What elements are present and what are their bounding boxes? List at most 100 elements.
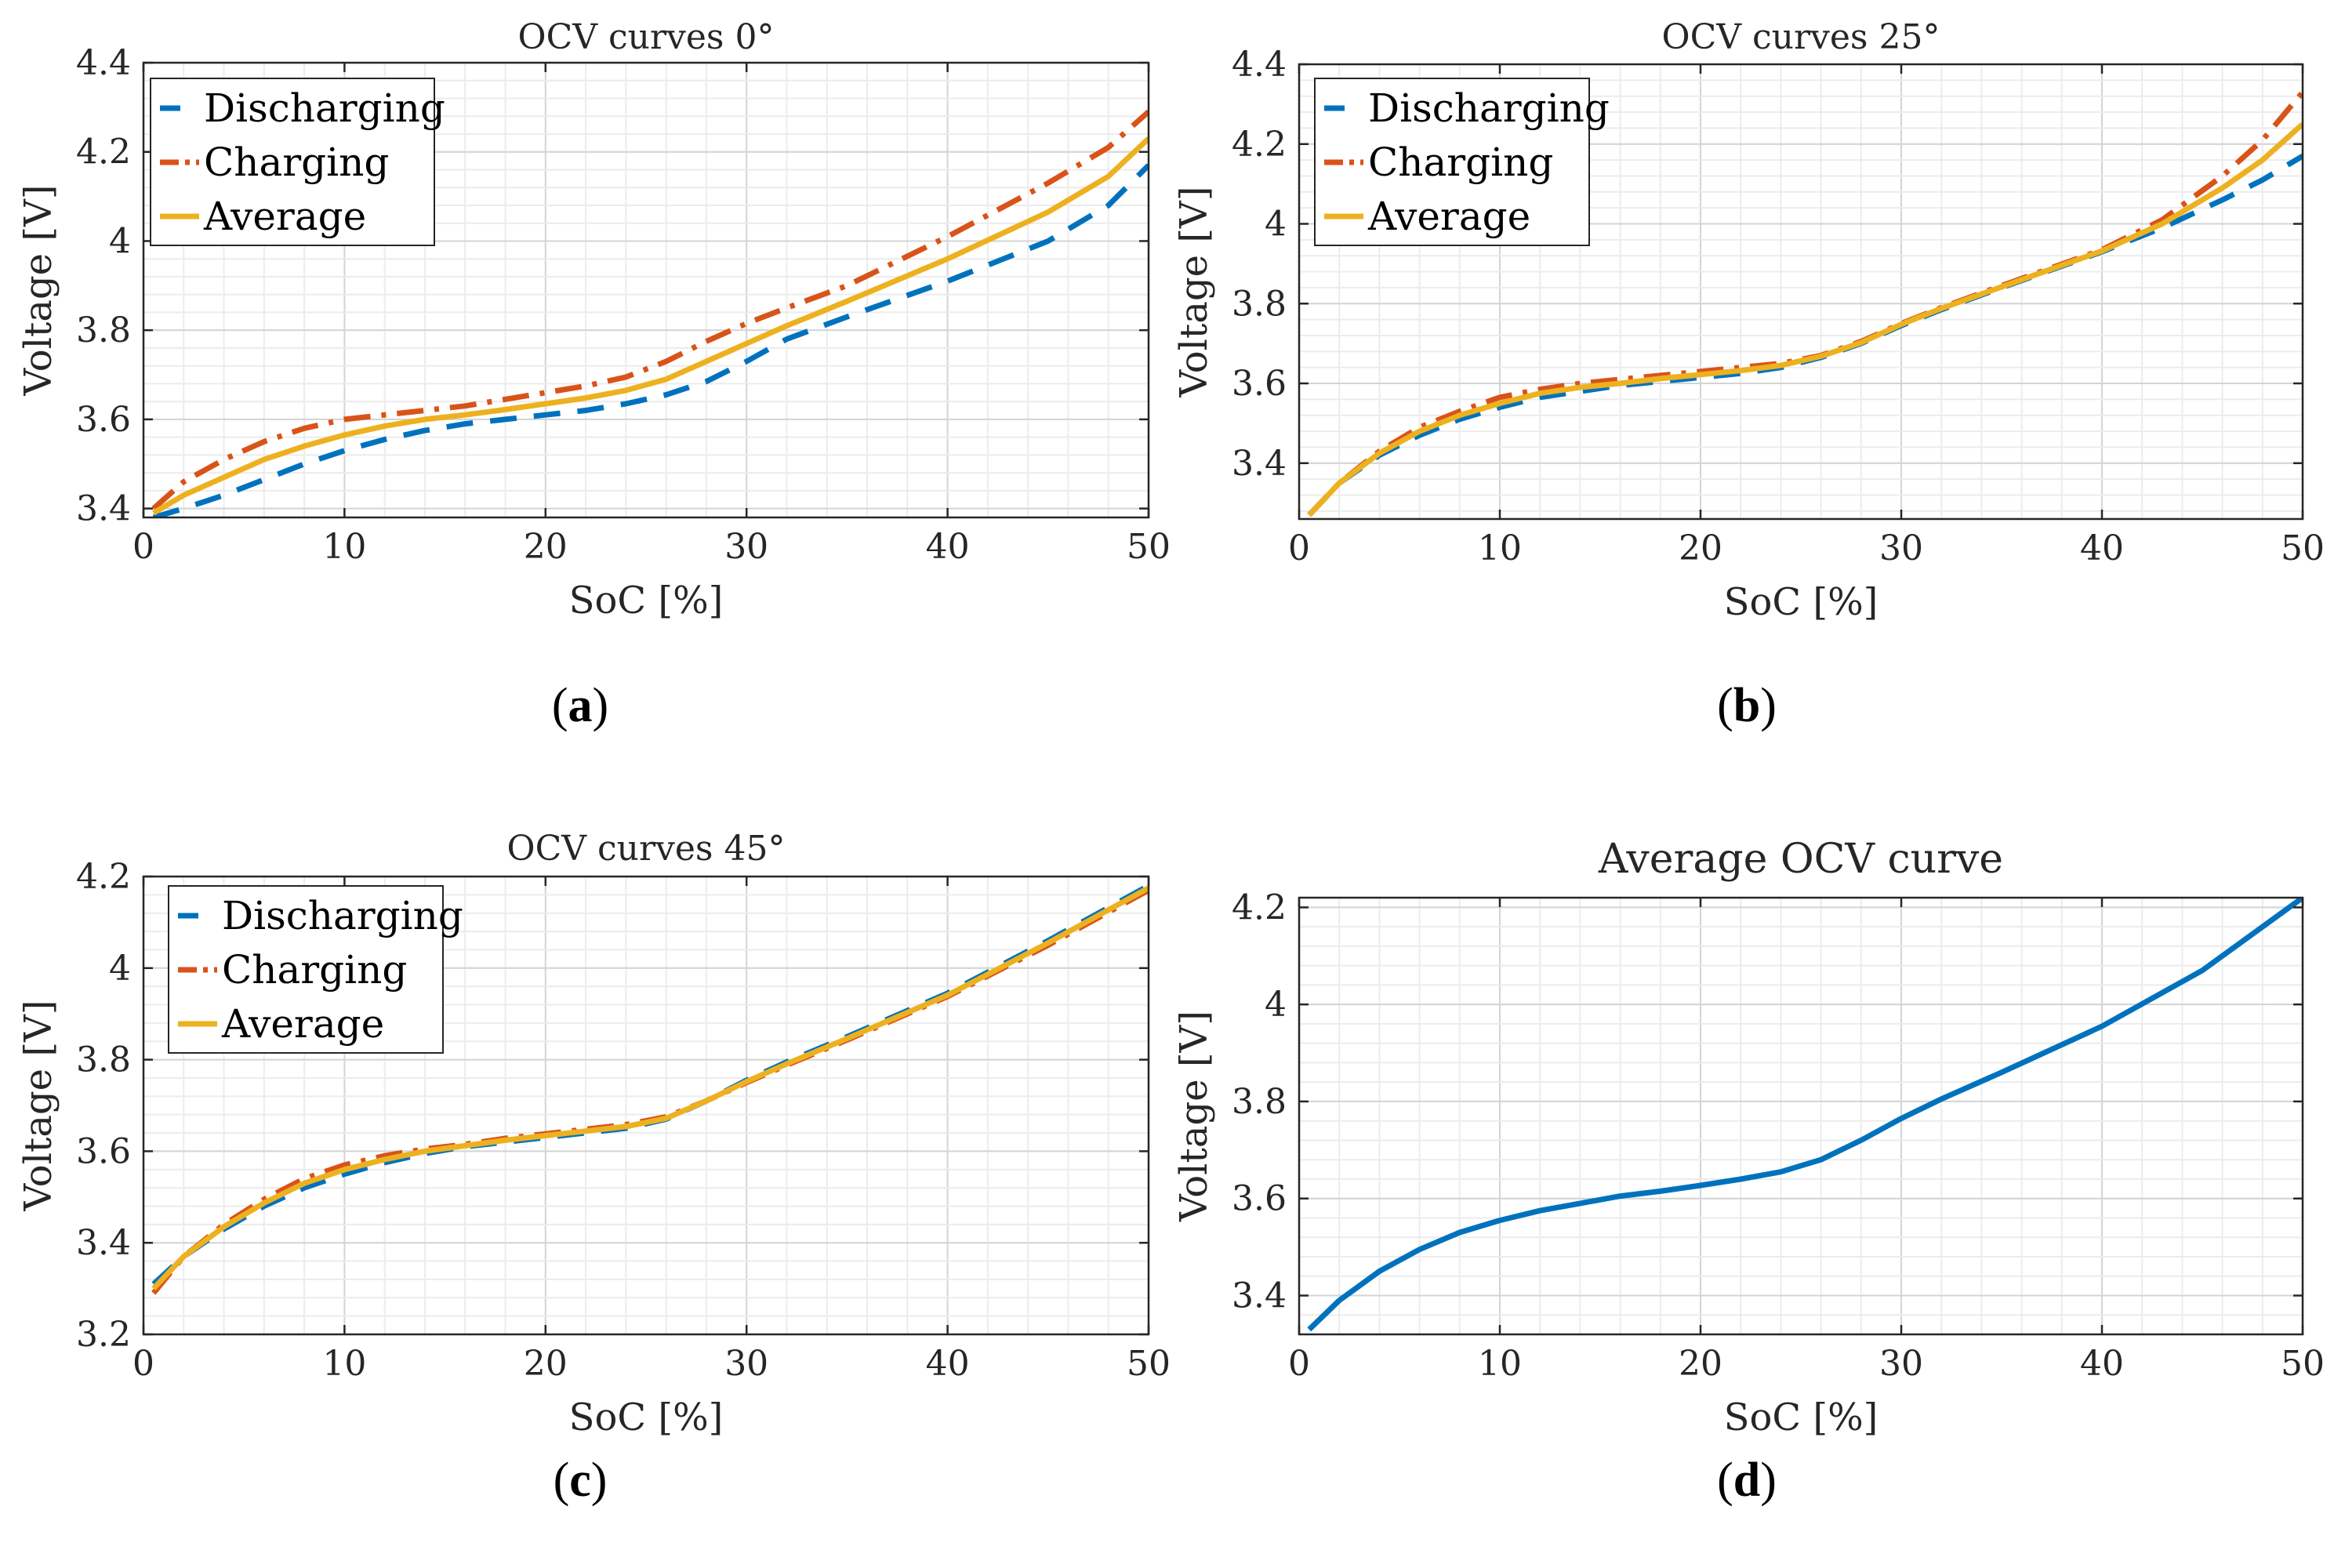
legend: Discharging Charging Average <box>168 885 463 1054</box>
caption-letter: d <box>1733 1454 1760 1507</box>
caption-paren-close: ) <box>593 679 609 732</box>
caption-paren-open: ( <box>552 679 568 732</box>
caption-paren-close: ) <box>1760 1454 1777 1507</box>
y-tick-label: 4.2 <box>1232 125 1287 165</box>
legend: Discharging Charging Average <box>1314 78 1610 246</box>
y-tick-label: 3.4 <box>76 1223 131 1263</box>
chart-panel-c: 0 10 20 30 40 50 3.2 3.4 3.6 3.8 4 4.2 OCV curves 45… <box>16 829 1171 1507</box>
x-axis-label: SoC [%] <box>1724 580 1879 624</box>
legend-label: Discharging <box>1368 85 1610 131</box>
y-tick-label: 4 <box>109 949 131 989</box>
x-tick-label: 20 <box>1679 1344 1722 1384</box>
caption-paren-open: ( <box>1717 679 1733 732</box>
x-tick-label: 10 <box>322 527 366 567</box>
x-tick-label: 50 <box>2281 1344 2325 1384</box>
series-lines <box>151 109 1149 517</box>
legend-label: Charging <box>222 947 407 993</box>
x-tick-label: 40 <box>2080 1344 2124 1384</box>
x-tick-label: 30 <box>724 1344 768 1384</box>
axes-box <box>1298 63 2304 521</box>
x-tick-label: 20 <box>524 1344 568 1384</box>
x-tick-label: 40 <box>926 1344 970 1384</box>
x-axis-label: SoC [%] <box>1724 1396 1879 1439</box>
series-line-charging <box>151 109 1149 511</box>
y-tick-label: 3.6 <box>1232 364 1287 404</box>
x-tick-label: 50 <box>1127 1344 1171 1384</box>
y-tick-label: 4 <box>109 221 131 261</box>
series-line-discharging <box>152 163 1149 517</box>
x-tick-label: 50 <box>2281 528 2325 568</box>
y-tick-label: 4 <box>1265 205 1287 245</box>
y-tick-label: 3.6 <box>76 1131 131 1171</box>
x-tick-label: 30 <box>1879 1344 1923 1384</box>
y-tick-label: 4.2 <box>76 857 131 897</box>
x-tick-label: 30 <box>1879 528 1923 568</box>
series-lines <box>1307 90 2303 517</box>
x-tick-label: 0 <box>132 527 154 567</box>
x-tick-label: 10 <box>322 1344 366 1384</box>
y-tick-label: 3.8 <box>76 1040 131 1080</box>
series-line-average <box>151 885 1149 1290</box>
y-tick-label: 4.2 <box>1232 887 1287 927</box>
y-tick-label: 3.4 <box>1232 1276 1287 1316</box>
y-tick-label: 3.2 <box>76 1315 131 1355</box>
panel-caption: (d) <box>1717 1454 1777 1507</box>
y-axis-label: Voltage [V] <box>1172 187 1216 398</box>
axes-box <box>1298 896 2304 1336</box>
series-line-average-ocv <box>1307 898 2303 1332</box>
y-tick-label: 4 <box>1265 985 1287 1025</box>
axes-box <box>142 875 1150 1336</box>
y-tick-label: 3.8 <box>76 310 131 350</box>
y-axis-label: Voltage [V] <box>16 185 60 397</box>
chart-title: Average OCV curve <box>1598 836 2003 883</box>
panel-caption: (c) <box>554 1454 608 1507</box>
y-tick-label: 3.4 <box>1232 444 1287 484</box>
caption-letter: a <box>568 679 593 732</box>
legend-label: Charging <box>1368 140 1553 185</box>
x-tick-label: 0 <box>132 1344 154 1384</box>
x-tick-label: 10 <box>1478 1344 1522 1384</box>
x-axis-label: SoC [%] <box>569 1396 724 1439</box>
y-tick-label: 3.6 <box>76 400 131 440</box>
x-tick-label: 0 <box>1288 528 1310 568</box>
chart-title: OCV curves 45° <box>507 829 786 869</box>
caption-paren-close: ) <box>1760 679 1777 732</box>
caption-paren-open: ( <box>554 1454 570 1507</box>
x-tick-label: 20 <box>524 527 568 567</box>
series-line-average <box>1307 122 2303 517</box>
legend-label: Average <box>221 1001 384 1047</box>
chart-title: OCV curves 25° <box>1662 17 1940 57</box>
series-line-average <box>152 136 1149 516</box>
panel-caption: (b) <box>1717 679 1777 732</box>
caption-paren-close: ) <box>591 1454 608 1507</box>
y-tick-label: 3.4 <box>76 489 131 529</box>
x-tick-label: 0 <box>1288 1344 1310 1384</box>
y-tick-label: 3.8 <box>1232 1082 1287 1122</box>
y-axis-label: Voltage [V] <box>16 1000 60 1212</box>
legend-label: Discharging <box>222 893 463 938</box>
series-lines <box>1307 898 2303 1332</box>
chart-panel-d: 0 10 20 30 40 50 3.4 3.6 3.8 4 4.2 Average OCV curv… <box>1172 836 2325 1507</box>
caption-letter: b <box>1733 679 1760 732</box>
x-tick-label: 50 <box>1127 527 1171 567</box>
y-tick-label: 4.4 <box>76 43 131 83</box>
axes-box <box>142 61 1150 519</box>
legend: Discharging Charging Average <box>150 78 445 246</box>
y-tick-label: 4.2 <box>76 132 131 172</box>
chart-panel-b: 0 10 20 30 40 50 3.4 3.6 3.8 4 4.2 4.4 OCV curves 25… <box>1172 17 2325 732</box>
caption-paren-open: ( <box>1717 1454 1733 1507</box>
legend-label: Average <box>1367 194 1530 239</box>
x-tick-label: 40 <box>2080 528 2124 568</box>
x-tick-label: 10 <box>1478 528 1522 568</box>
grid-lines <box>143 876 1149 1335</box>
panel-caption: (a) <box>552 679 608 732</box>
x-tick-label: 40 <box>926 527 970 567</box>
x-tick-label: 30 <box>724 527 768 567</box>
legend-label: Discharging <box>204 85 445 131</box>
chart-title: OCV curves 0° <box>518 17 775 57</box>
legend-label: Average <box>203 194 366 239</box>
grid-lines <box>1298 898 2303 1335</box>
y-tick-label: 3.6 <box>1232 1179 1287 1219</box>
y-axis-label: Voltage [V] <box>1172 1011 1216 1222</box>
